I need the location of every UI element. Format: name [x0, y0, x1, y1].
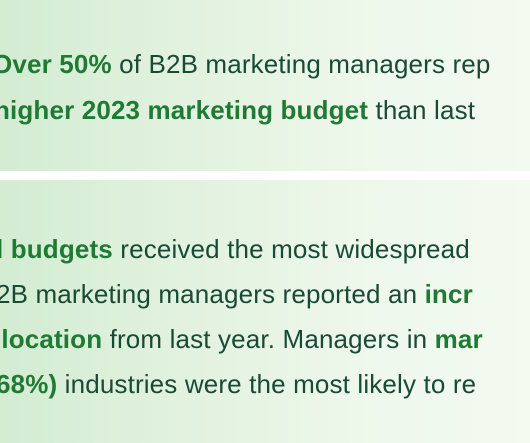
- stat-text: received the most widespread: [112, 234, 470, 264]
- stat-text: than last: [368, 95, 476, 125]
- stat-line-1: Over 50% of B2B marketing managers rep: [0, 48, 491, 80]
- stat-text: of B2B marketing managers rep: [111, 49, 491, 79]
- stat-highlight: higher 2023 marketing budget: [0, 95, 369, 125]
- stat-line-4: 68%) industries were the most likely to …: [0, 368, 476, 400]
- stat-highlight: mar: [434, 324, 483, 354]
- stat-text: from last year. Managers in: [102, 324, 435, 354]
- stat-card-budget-allocation: l budgets received the most widespread 2…: [0, 180, 530, 443]
- stat-line-2: higher 2023 marketing budget than last: [0, 94, 475, 126]
- stat-line-3: llocation from last year. Managers in ma…: [0, 323, 483, 355]
- stat-highlight: Over 50%: [0, 49, 112, 79]
- stat-highlight: l budgets: [0, 234, 113, 264]
- stat-text: 2B marketing managers reported an: [0, 279, 425, 309]
- stat-highlight: 68%): [0, 369, 58, 399]
- stat-text: industries were the most likely to re: [57, 369, 477, 399]
- stat-highlight: llocation: [0, 324, 103, 354]
- stat-line-2: 2B marketing managers reported an incr: [0, 278, 473, 310]
- stat-card-budget-increase: Over 50% of B2B marketing managers rep h…: [0, 0, 530, 171]
- stat-highlight: incr: [424, 279, 473, 309]
- stat-line-1: l budgets received the most widespread: [0, 233, 470, 265]
